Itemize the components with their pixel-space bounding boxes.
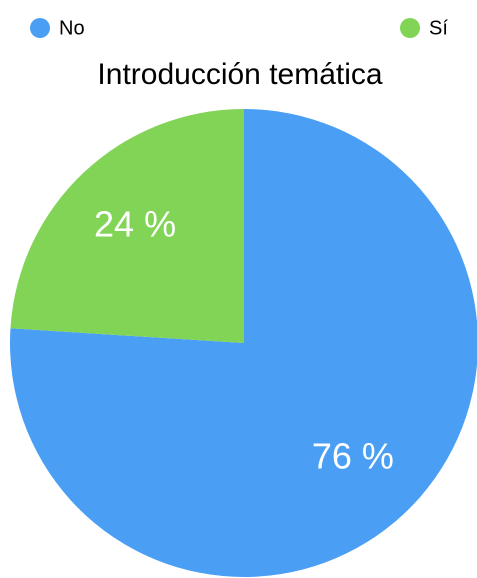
legend-swatch [400,18,420,38]
legend-label: No [59,17,85,39]
legend-label: Sí [429,17,448,39]
pie-slice [10,109,244,343]
legend-swatch [30,18,50,38]
chart-title: Introducción temática [97,58,382,91]
data-label: 24 % [94,204,176,245]
data-label: 76 % [312,436,394,477]
pie-slice [10,109,477,577]
